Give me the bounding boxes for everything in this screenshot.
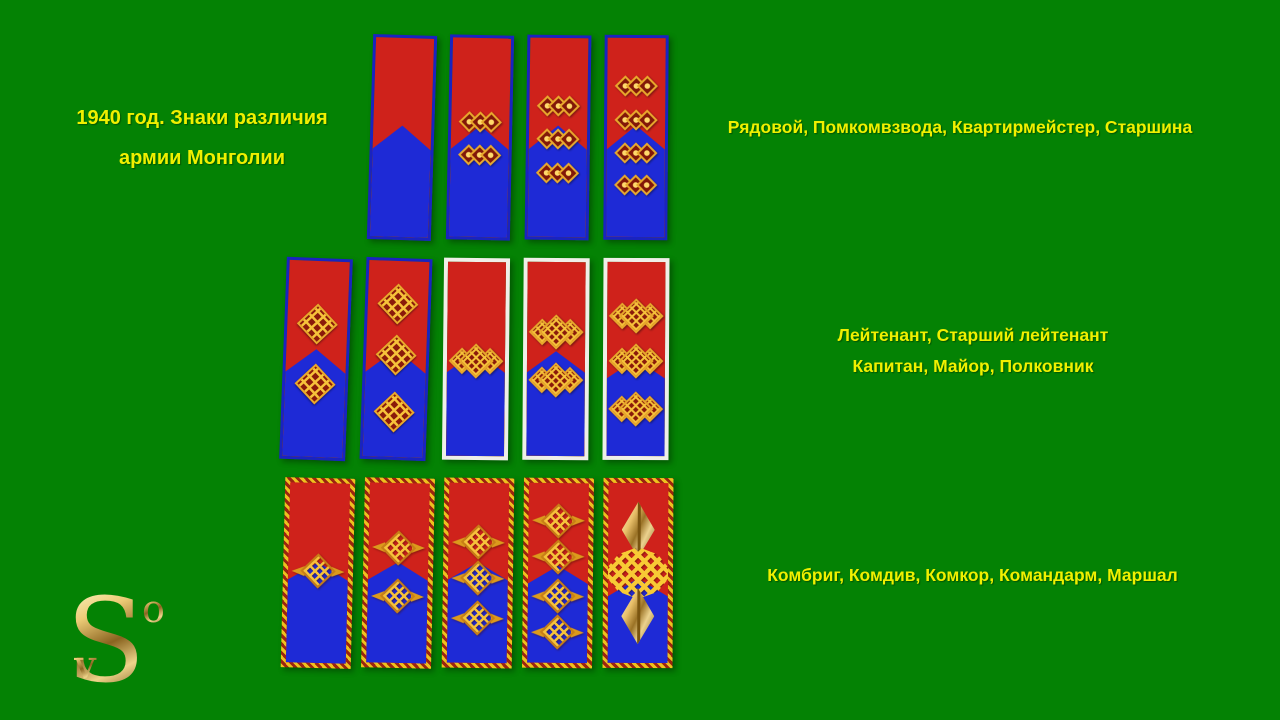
logo-letter-s: S [66, 574, 146, 709]
winged-knot-emblem [371, 530, 426, 566]
tab-face [446, 482, 510, 664]
row-label-3: Комбриг, Комдив, Комкор, Командарм, Марш… [700, 560, 1245, 591]
winged-knot-emblem [291, 553, 345, 589]
tab-face [448, 37, 512, 238]
winged-knot-emblem [451, 524, 505, 561]
title-line-2: армии Монголии [118, 147, 286, 169]
collar-tab-pomkomvzvoda [445, 34, 515, 241]
collar-tab-starshiy-leytenant [359, 256, 433, 462]
collar-tab-komdiv [361, 477, 435, 669]
winged-knot-emblem [370, 578, 425, 615]
tab-face [526, 261, 586, 457]
tab-face [369, 37, 435, 238]
row-label-1: Рядовой, Помкомвзвода, Квартирмейстер, С… [700, 112, 1220, 143]
rank-bar-emblem [536, 94, 581, 117]
knot-core [540, 578, 576, 615]
chevron-divide [449, 37, 511, 237]
winged-knot-emblem [450, 600, 504, 636]
winged-knot-emblem [451, 560, 505, 597]
knot-core [460, 524, 497, 561]
rank-bar-emblem [614, 174, 658, 196]
knot-emblem [296, 303, 338, 345]
knot-core [540, 539, 576, 575]
rank-label-line: Рядовой, Помкомвзвода, Квартирмейстер, С… [727, 117, 1193, 137]
tab-face [607, 482, 669, 664]
collar-tab-starshina [603, 34, 669, 241]
collar-tab-polkovnik [602, 257, 670, 461]
rank-label-line: Лейтенант, Старший лейтенант [837, 325, 1109, 345]
tab-face [606, 37, 666, 238]
knot-core [540, 503, 577, 539]
rank-bar-emblem [614, 142, 658, 165]
tab-face [362, 260, 430, 458]
rank-bar-emblem [614, 108, 658, 131]
chevron-divide [366, 482, 430, 663]
winged-knot-emblem [530, 614, 584, 651]
collar-tab-ryadovoy [366, 34, 438, 241]
chevron-divide [370, 37, 434, 238]
page-title: 1940 год. Знаки различия армии Монголии [52, 98, 352, 178]
chevron-divide [606, 38, 665, 237]
wide-knot-emblem [448, 343, 504, 379]
collar-tab-leytenant [279, 256, 353, 462]
tab-face [445, 261, 507, 457]
wide-knot-emblem [528, 362, 584, 399]
knot-emblem [377, 283, 419, 325]
row-label-2: Лейтенант, Старший лейтенант Капитан, Май… [758, 320, 1188, 382]
rank-bar-emblem [614, 75, 658, 97]
chevron-divide [282, 260, 349, 458]
knot-core [380, 530, 417, 566]
knot-core [539, 614, 576, 651]
tab-face [282, 259, 350, 459]
chevron-divide [526, 262, 585, 456]
rank-bar-emblem [535, 162, 580, 185]
collar-tab-marshal [602, 477, 674, 669]
winged-knot-emblem [531, 578, 585, 615]
rank-bar-emblem [458, 144, 502, 167]
logo-letter-v: v [74, 643, 97, 689]
collar-tab-kombrig [280, 477, 356, 669]
title-line-1: 1940 год. Знаки различия [76, 107, 328, 129]
rank-label-line: Комбриг, Комдив, Комкор, Командарм, Марш… [767, 565, 1178, 585]
tab-face [527, 37, 589, 238]
winged-knot-emblem [531, 503, 586, 539]
rank-bar-emblem [536, 128, 580, 151]
tab-face [606, 261, 666, 457]
wide-knot-emblem [608, 391, 664, 428]
collar-tab-kvartirmeyster [524, 34, 592, 241]
tab-face [285, 482, 351, 664]
wide-knot-emblem [608, 343, 664, 379]
collar-tab-komandarm [522, 477, 594, 669]
winged-knot-emblem [531, 539, 585, 575]
collar-tab-mayor [522, 257, 590, 461]
wide-knot-emblem [608, 298, 664, 334]
sv-monogram-logo: S o v [56, 580, 186, 715]
tab-face [527, 482, 589, 664]
wide-knot-emblem [528, 314, 584, 350]
tab-face [366, 482, 430, 664]
logo-letter-o: o [142, 587, 165, 631]
rank-label-line: Капитан, Майор, Полковник [852, 356, 1094, 376]
collar-tab-komkor [441, 477, 515, 669]
collar-tab-kapitan [441, 257, 511, 461]
rank-bar-emblem [458, 110, 502, 133]
